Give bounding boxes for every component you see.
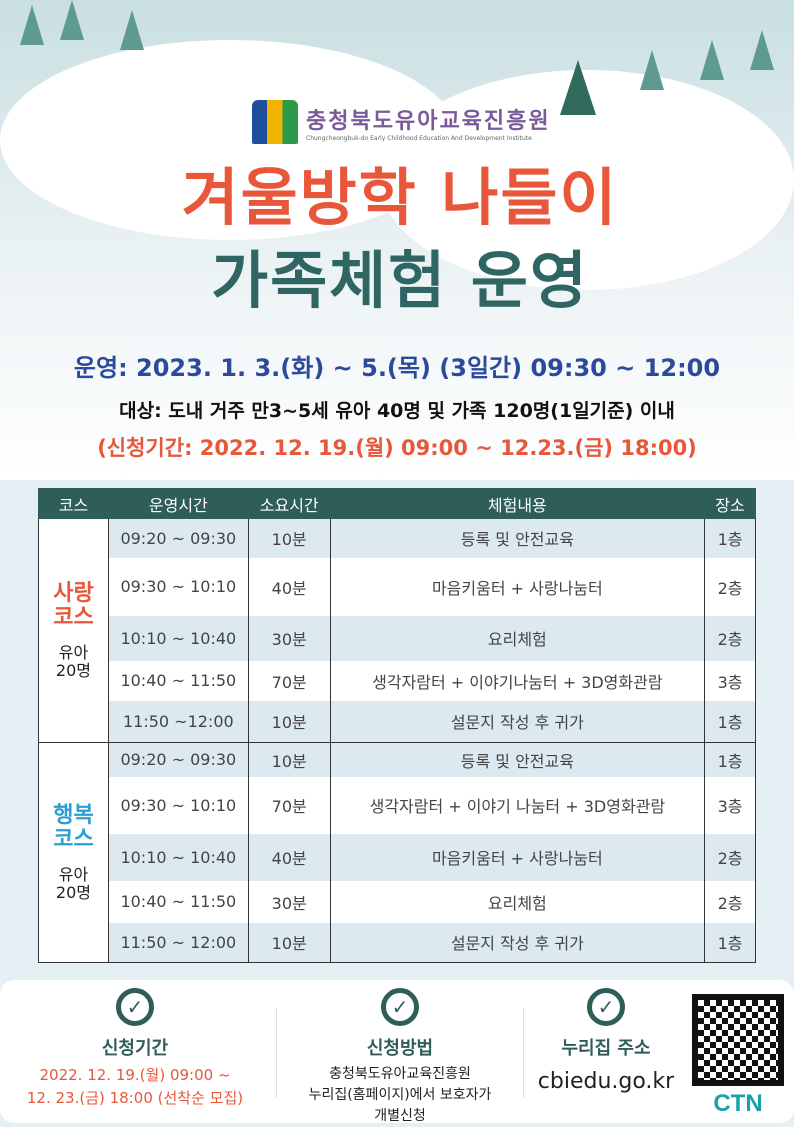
column-header: 코스 [38,488,109,519]
column-header: 장소 [704,488,756,519]
column-header: 체험내용 [329,488,706,519]
place-cell: 1층 [704,518,756,558]
logo-mark [252,100,298,144]
course-group: 사랑 코스 유아 20명 09:20 ~ 09:30 10분 등록 및 안전교육 1층 09… [38,518,756,743]
content-cell: 마음키움터 + 사랑나눔터 [329,557,706,616]
place-cell: 3층 [704,776,756,834]
table-row: 10:40 ~ 11:50 30분 요리체험 2층 [39,880,756,923]
place-cell: 1층 [704,742,756,777]
time-cell: 09:30 ~ 10:10 [107,776,249,834]
table-row: 09:30 ~ 10:10 70분 생각자람터 + 이야기 나눔터 + 3D영화관람… [39,776,756,834]
place-cell: 1층 [704,700,756,743]
time-cell: 10:40 ~ 11:50 [107,660,249,701]
duration-cell: 40분 [247,833,331,881]
tree-decoration [120,10,144,50]
tree-decoration [750,30,774,70]
target-text: 대상: 도내 거주 만3~5세 유아 40명 및 가족 120명(1일기준) 이… [119,400,675,422]
content-cell: 등록 및 안전교육 [329,742,706,777]
content-cell: 생각자람터 + 이야기나눔터 + 3D영화관람 [329,660,706,701]
table-row: 11:50 ~12:00 10분 설문지 작성 후 귀가 1층 [39,700,756,743]
check-circle-icon: ✓ [116,988,154,1026]
tree-decoration [20,5,44,45]
method-heading: 신청방법 [366,1038,434,1059]
time-cell: 10:10 ~ 10:40 [107,833,249,881]
check-circle-icon: ✓ [587,988,625,1026]
tree-decoration [560,60,596,115]
duration-cell: 40분 [247,557,331,616]
place-cell: 3층 [704,660,756,701]
place-cell: 2층 [704,880,756,923]
content-cell: 요리체험 [329,615,706,661]
tree-decoration [60,0,84,40]
content-cell: 등록 및 안전교육 [329,518,706,558]
place-cell: 2층 [704,833,756,881]
content-cell: 생각자람터 + 이야기 나눔터 + 3D영화관람 [329,776,706,834]
table-row: 10:10 ~ 10:40 40분 마음키움터 + 사랑나눔터 2층 [39,833,756,881]
table-row: 09:30 ~ 10:10 40분 마음키움터 + 사랑나눔터 2층 [39,557,756,616]
course-group: 행복 코스 유아 20명 09:20 ~ 09:30 10분 등록 및 안전교육 1층 09… [38,742,756,963]
ctn-watermark: CTN [713,1090,763,1117]
logo-subtitle: Chungcheongbuk-do Early Childhood Educat… [306,134,532,142]
duration-cell: 10분 [247,742,331,777]
method-text: 충청북도유아교육진흥원 누리집(홈페이지)에서 보호자가 개별신청 [308,1066,492,1124]
time-cell: 11:50 ~12:00 [107,700,249,743]
period-text: 2022. 12. 19.(월) 09:00 ~ 12. 23.(금) 18:0… [26,1066,244,1107]
tree-decoration [640,50,664,90]
divider [276,1008,277,1098]
place-cell: 2층 [704,615,756,661]
duration-cell: 10분 [247,700,331,743]
place-cell: 1층 [704,922,756,963]
content-cell: 설문지 작성 후 귀가 [329,922,706,963]
method-section: ✓ 신청방법 충청북도유아교육진흥원 누리집(홈페이지)에서 보호자가 개별신청 [280,988,520,1127]
time-cell: 09:20 ~ 09:30 [107,742,249,777]
program-table: 코스 운영시간 소요시간 체험내용 장소 사랑 코스 유아 20명 09:20 ~ 09:3… [38,488,756,963]
logo-name: 충청북도유아교육진흥원 [306,108,551,134]
duration-cell: 70분 [247,776,331,834]
info-footer: ✓ 신청기간 2022. 12. 19.(월) 09:00 ~ 12. 23.(… [0,980,794,1124]
address-heading: 누리집 주소 [561,1038,651,1059]
table-row: 10:10 ~ 10:40 30분 요리체험 2층 [39,615,756,661]
time-cell: 09:30 ~ 10:10 [107,557,249,616]
qr-code[interactable] [692,994,784,1086]
course-name: 사랑 코스 [53,580,94,630]
course-capacity: 유아 20명 [55,864,91,902]
column-header: 운영시간 [107,488,249,519]
title-line-1: 겨울방학 나들이 [181,161,619,234]
content-cell: 설문지 작성 후 귀가 [329,700,706,743]
duration-cell: 70분 [247,660,331,701]
column-header: 소요시간 [247,488,331,519]
period-section: ✓ 신청기간 2022. 12. 19.(월) 09:00 ~ 12. 23.(… [0,988,270,1110]
duration-cell: 10분 [247,922,331,963]
place-cell: 2층 [704,557,756,616]
content-cell: 요리체험 [329,880,706,923]
duration-cell: 30분 [247,615,331,661]
check-circle-icon: ✓ [381,988,419,1026]
title-line-2: 가족체험 운영 [211,244,589,317]
table-row: 10:40 ~ 11:50 70분 생각자람터 + 이야기나눔터 + 3D영화관람 3… [39,660,756,701]
table-row: 11:50 ~ 12:00 10분 설문지 작성 후 귀가 1층 [39,922,756,963]
divider [523,1008,524,1098]
time-cell: 11:50 ~ 12:00 [107,922,249,963]
address-link[interactable]: cbiedu.go.kr [537,1069,675,1094]
address-section: ✓ 누리집 주소 cbiedu.go.kr [525,988,687,1093]
institute-logo: 충청북도유아교육진흥원 Chungcheongbuk-do Early Chil… [252,100,551,144]
tree-decoration [700,40,724,80]
time-cell: 10:10 ~ 10:40 [107,615,249,661]
apply-period-text: (신청기간: 2022. 12. 19.(월) 09:00 ~ 12.23.(금… [97,436,697,460]
table-row: 행복 코스 유아 20명 09:20 ~ 09:30 10분 등록 및 안전교육 1층 [38,742,756,963]
content-cell: 마음키움터 + 사랑나눔터 [329,833,706,881]
time-cell: 09:20 ~ 09:30 [107,518,249,558]
period-heading: 신청기간 [101,1038,169,1059]
schedule-text: 운영: 2023. 1. 3.(화) ~ 5.(목) (3일간) 09:30 ~… [73,354,721,382]
course-capacity: 유아 20명 [55,642,91,680]
table-row: 사랑 코스 유아 20명 09:20 ~ 09:30 10분 등록 및 안전교육 1층 [38,518,756,743]
course-name: 행복 코스 [53,802,94,852]
time-cell: 10:40 ~ 11:50 [107,880,249,923]
duration-cell: 10분 [247,518,331,558]
duration-cell: 30분 [247,880,331,923]
snow-hill [0,40,460,240]
